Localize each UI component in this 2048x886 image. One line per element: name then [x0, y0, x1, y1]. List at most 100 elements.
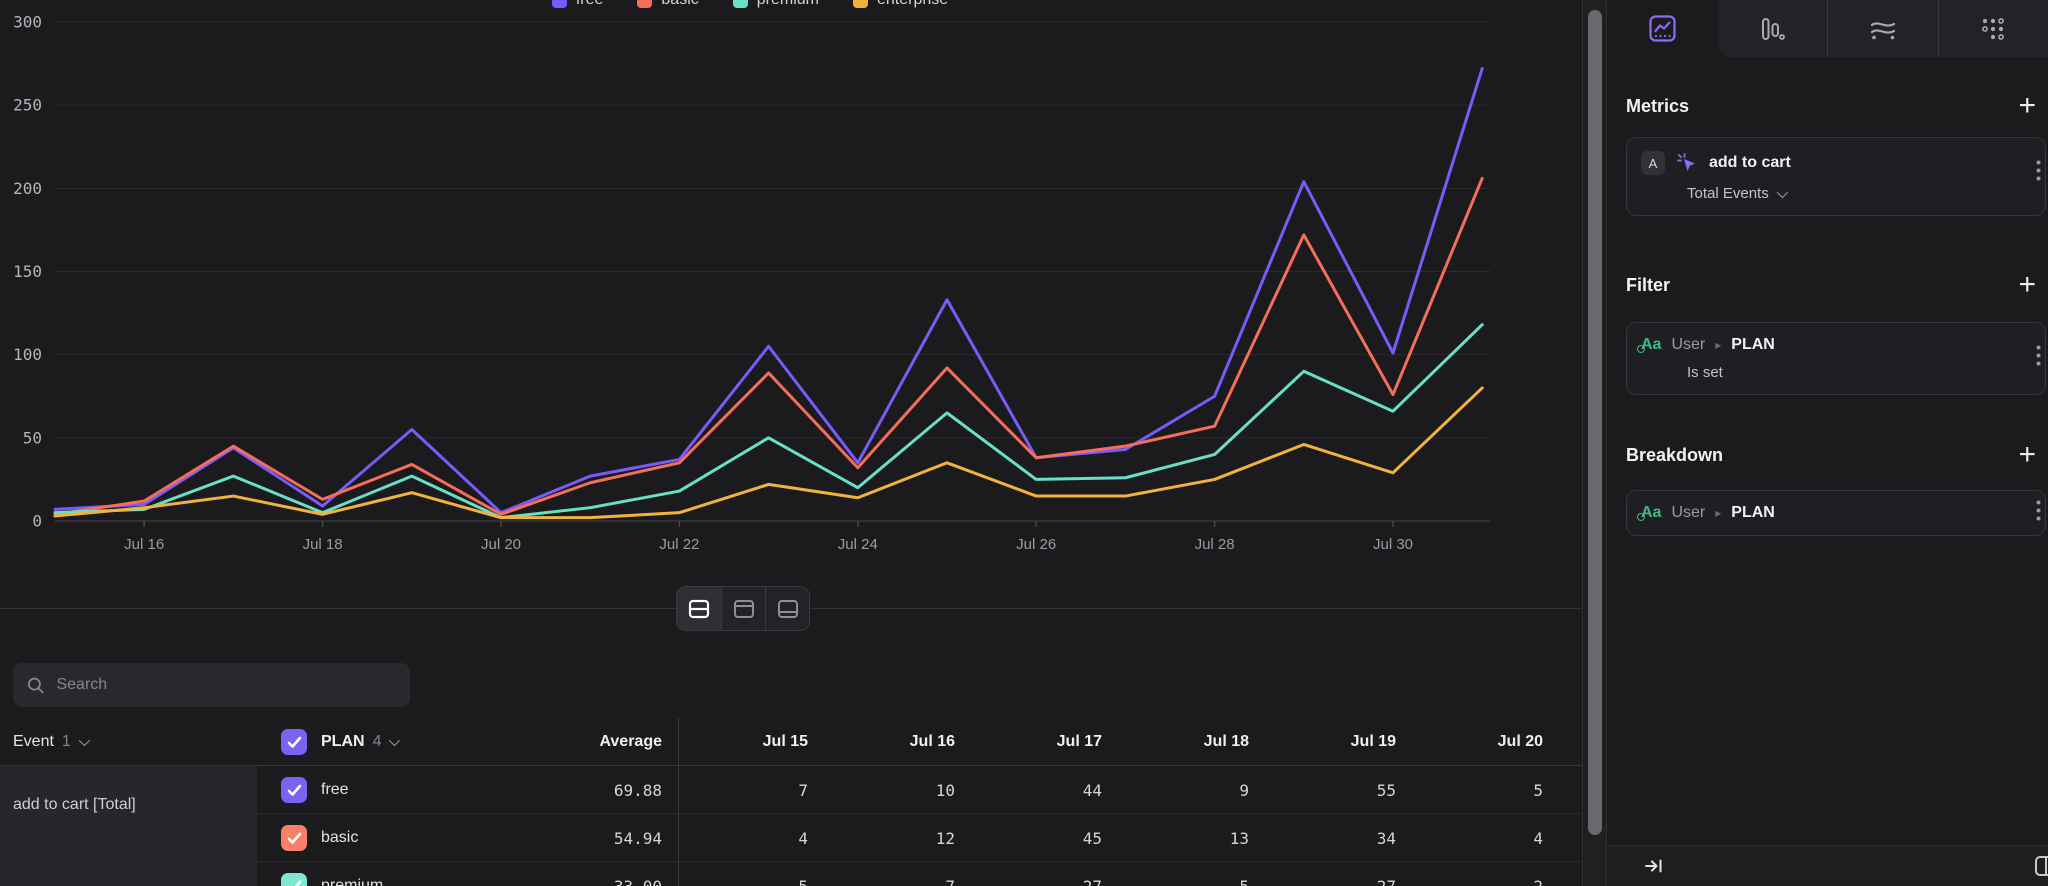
row-value: 45	[1082, 828, 1102, 848]
row-value: 9	[1239, 780, 1249, 800]
event-header-count: 1	[61, 733, 71, 750]
event-header-label: Event	[13, 733, 54, 750]
legend-swatch	[853, 0, 868, 8]
breakdown-section-header: Breakdown +	[1608, 438, 2048, 471]
average-header: Average	[599, 733, 662, 750]
sidebar-footer	[1608, 845, 2048, 886]
table-header: Event 1 PLAN 4 Average Jul 15	[0, 718, 1582, 766]
row-value: 10	[935, 780, 955, 800]
row-label: free	[321, 781, 349, 798]
row-average: 69.88	[613, 780, 662, 800]
row-checkbox-premium[interactable]	[281, 873, 307, 886]
legend-item-premium[interactable]: premium	[732, 0, 819, 9]
row-value: 44	[1082, 780, 1102, 800]
measurement-dropdown[interactable]: Total Events	[1687, 185, 2035, 202]
breakdown-card-menu[interactable]	[2034, 496, 2043, 530]
date-header: Jul 15	[762, 733, 808, 750]
panel-layout-button[interactable]	[2034, 855, 2048, 877]
filter-property: PLAN	[1731, 336, 1775, 353]
row-average: 54.94	[613, 828, 662, 848]
stream-chart-icon	[1870, 21, 1895, 39]
svg-text:Jul 28: Jul 28	[1195, 536, 1235, 553]
click-event-icon	[1677, 153, 1695, 171]
row-value: 5	[1239, 876, 1249, 886]
tab-stream-chart[interactable]	[1827, 0, 1938, 57]
series-line-enterprise	[53, 386, 1484, 520]
series-line-basic	[53, 176, 1484, 516]
svg-text:Jul 16: Jul 16	[124, 536, 164, 553]
legend-label: basic	[661, 0, 698, 9]
tab-bar-chart[interactable]	[1717, 0, 1827, 57]
vertical-scrollbar	[1584, 0, 1607, 886]
chart-section: free basic premium enterprise 0 50 100 150 200 2…	[0, 0, 1582, 609]
row-checkbox-free[interactable]	[281, 777, 307, 803]
filter-card[interactable]: Aa User ▸ PLAN Is set	[1626, 322, 2046, 395]
breakdown-table-section: Event 1 PLAN 4 Average Jul 15	[0, 609, 1582, 886]
check-icon	[287, 736, 301, 748]
main-content: free basic premium enterprise 0 50 100 150 200 2…	[0, 0, 1583, 886]
event-column-dropdown[interactable]: Event 1	[13, 718, 90, 766]
add-filter-button[interactable]: +	[2018, 268, 2036, 301]
chart-legend: free basic premium enterprise	[0, 0, 1500, 9]
arrow-right-icon: ▸	[1715, 338, 1722, 352]
scrollbar-thumb[interactable]	[1588, 10, 1602, 835]
breakdown-card[interactable]: Aa User ▸ PLAN	[1626, 490, 2046, 536]
layout-split-button[interactable]	[677, 587, 721, 630]
measurement-label: Total Events	[1687, 185, 1769, 202]
filter-section-header: Filter +	[1608, 268, 2048, 301]
row-average: 33.00	[613, 876, 662, 886]
collapse-sidebar-button[interactable]	[1644, 857, 1664, 875]
filter-card-menu[interactable]	[2034, 341, 2043, 375]
plan-header-label: PLAN	[321, 733, 365, 750]
series-line-premium	[53, 323, 1484, 520]
split-even-icon	[688, 599, 710, 618]
metric-card-menu[interactable]	[2034, 156, 2043, 190]
layout-table-focus-button[interactable]	[765, 587, 809, 630]
sidebar-content: Metrics + A add to cart Total Events	[1608, 57, 2048, 845]
chart-type-tabs	[1608, 0, 2048, 57]
date-header: Jul 17	[1056, 733, 1102, 750]
breakdown-title: Breakdown	[1626, 444, 1724, 465]
search-icon	[27, 677, 44, 693]
date-header: Jul 18	[1203, 733, 1249, 750]
plan-column-dropdown[interactable]: PLAN 4	[321, 733, 401, 751]
metric-event-name: add to cart	[1709, 154, 1791, 171]
date-header: Jul 16	[909, 733, 955, 750]
metrics-title: Metrics	[1626, 95, 1690, 116]
row-label: basic	[321, 829, 359, 846]
table-row-free: free 69.88 7 10 44 9 55 5	[257, 766, 1582, 814]
legend-label: enterprise	[877, 0, 948, 9]
legend-label: free	[576, 0, 604, 9]
row-value: 27	[1082, 876, 1102, 886]
row-value: 13	[1229, 828, 1249, 848]
svg-text:Jul 26: Jul 26	[1016, 536, 1056, 553]
config-sidebar: Metrics + A add to cart Total Events	[1608, 0, 2048, 886]
svg-text:Jul 18: Jul 18	[303, 536, 343, 553]
check-icon	[287, 880, 301, 886]
row-checkbox-basic[interactable]	[281, 825, 307, 851]
row-value: 5	[678, 862, 810, 886]
check-icon	[287, 784, 301, 796]
add-metric-button[interactable]: +	[2018, 89, 2036, 122]
metric-card[interactable]: A add to cart Total Events	[1626, 137, 2046, 216]
series-line-free	[53, 67, 1484, 515]
tab-more-chart-types[interactable]	[1937, 0, 2048, 57]
row-label: premium	[321, 877, 384, 886]
metrics-section-header: Metrics +	[1608, 89, 2048, 122]
svg-text:200: 200	[13, 179, 42, 198]
legend-item-enterprise[interactable]: enterprise	[853, 0, 948, 9]
add-breakdown-button[interactable]: +	[2018, 438, 2036, 471]
legend-item-basic[interactable]: basic	[637, 0, 699, 9]
breakdown-scope: User	[1671, 504, 1706, 521]
svg-text:50: 50	[23, 428, 42, 447]
legend-item-free[interactable]: free	[551, 0, 604, 9]
tab-line-chart[interactable]	[1608, 0, 1718, 57]
plan-select-all-checkbox[interactable]	[281, 729, 307, 755]
layout-chart-focus-button[interactable]	[721, 587, 765, 630]
filter-condition[interactable]: Is set	[1687, 364, 2035, 381]
row-value: 7	[678, 766, 810, 814]
row-value: 5	[1533, 780, 1543, 800]
search-input[interactable]	[56, 676, 396, 694]
table-row-basic: basic 54.94 4 12 45 13 34 4	[257, 814, 1582, 862]
svg-text:150: 150	[13, 262, 42, 281]
